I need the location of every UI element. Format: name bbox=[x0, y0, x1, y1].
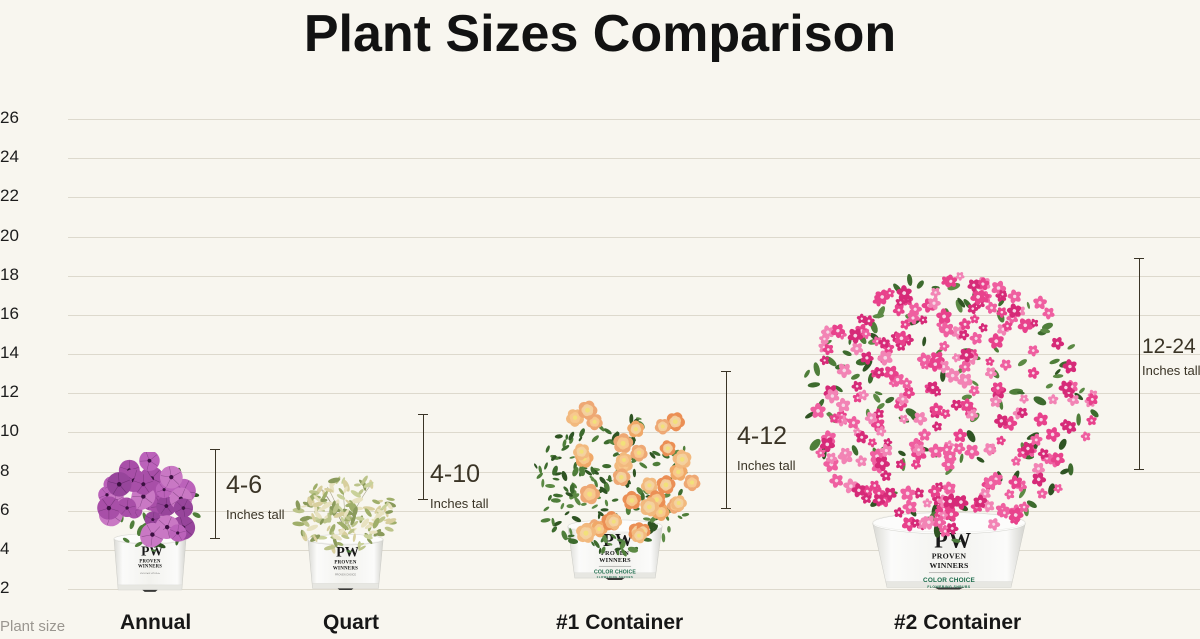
svg-text:WINNERS: WINNERS bbox=[929, 561, 969, 570]
svg-text:P: P bbox=[336, 545, 345, 561]
svg-text:W: W bbox=[345, 545, 359, 561]
svg-text:PROVEN CHOICE: PROVEN CHOICE bbox=[335, 574, 356, 577]
svg-text:WINNERS: WINNERS bbox=[599, 557, 631, 564]
svg-text:PROVEN CHOICE: PROVEN CHOICE bbox=[140, 573, 160, 575]
svg-text:PROVEN: PROVEN bbox=[932, 552, 967, 561]
svg-text:FLOWERING SHRUBS: FLOWERING SHRUBS bbox=[597, 575, 634, 579]
svg-text:FLOWERING SHRUBS: FLOWERING SHRUBS bbox=[927, 585, 971, 589]
svg-text:WINNERS: WINNERS bbox=[138, 565, 162, 570]
svg-text:COLOR CHOICE: COLOR CHOICE bbox=[594, 569, 636, 575]
svg-text:PROVEN: PROVEN bbox=[139, 559, 161, 564]
svg-text:COLOR CHOICE: COLOR CHOICE bbox=[923, 577, 975, 584]
svg-text:PROVEN: PROVEN bbox=[334, 561, 356, 566]
svg-text:WINNERS: WINNERS bbox=[333, 566, 358, 571]
